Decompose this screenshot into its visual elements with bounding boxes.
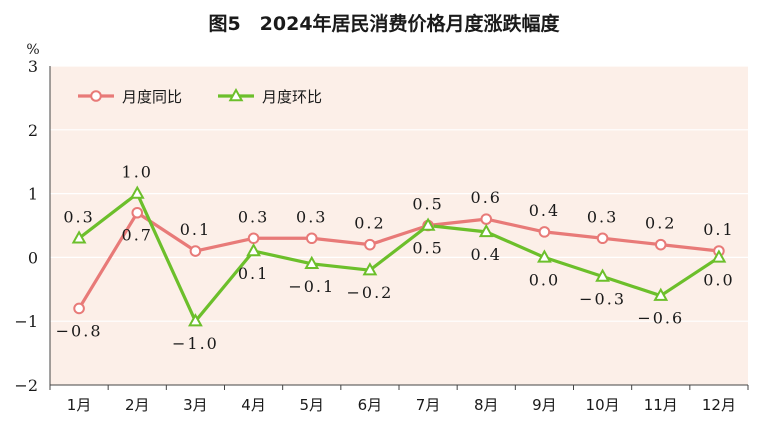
data-label: 0.3 [296,207,327,226]
x-tick-label: 5月 [299,396,324,414]
y-tick-label: 0 [28,248,38,267]
data-point-circle [538,226,551,238]
x-tick-label: 9月 [532,396,557,414]
y-tick-label: −2 [14,376,38,395]
y-tick-label: 2 [28,121,38,140]
data-point-triangle [71,230,87,244]
series-line-mom [78,192,720,323]
data-label: 0.2 [645,214,676,233]
data-point-triangle [228,87,244,102]
data-point-triangle [653,287,669,301]
plot-area [50,66,748,385]
y-tick-label: 1 [28,185,38,204]
data-label: 0.5 [412,239,443,258]
data-label: 0.4 [529,201,560,220]
y-axis-unit-label: % [26,42,39,58]
data-point-triangle [246,242,261,257]
data-label: 0.2 [354,214,385,233]
x-axis-ticks: 1月 2月 3月 4月 5月 6月 7月 8月 9月 10月 11月 12月 [49,385,749,414]
data-label: 0.7 [122,226,153,245]
legend-label: 月度环比 [262,88,322,106]
data-label: −0.2 [346,283,393,302]
legend: 月度同比 月度环比 [78,87,322,106]
data-point-triangle [711,249,727,263]
x-tick-label: 12月 [702,396,736,414]
data-label: 0.1 [180,220,211,239]
data-label: −0.8 [56,321,103,340]
data-label: −0.1 [288,277,335,296]
x-tick-label: 8月 [474,396,499,414]
data-label: 0.3 [63,207,94,226]
series-line-yoy [77,211,720,310]
data-label: −0.3 [579,290,626,309]
data-point-circle [596,232,609,245]
data-label: 0.3 [587,207,618,226]
data-point-circle [480,213,493,225]
data-point-triangle [362,262,378,276]
x-tick-label: 3月 [183,396,208,414]
data-point-triangle [129,185,145,199]
data-point-circle [247,232,260,245]
legend-label: 月度同比 [122,88,182,106]
data-label: 0.4 [471,245,502,264]
chart-title: 图5 2024年居民消费价格月度涨跌幅度 [208,12,560,35]
data-point-triangle [188,313,203,327]
data-point-circle [305,232,318,245]
x-tick-label: 6月 [358,396,383,414]
data-point-triangle [304,255,320,269]
x-tick-label: 10月 [586,396,620,414]
data-label: 0.0 [703,270,734,289]
data-point-circle [73,302,85,315]
x-tick-label: 1月 [67,396,92,414]
data-label: 1.0 [122,163,153,182]
data-point-circle [364,238,376,251]
series-lines [71,185,727,327]
x-tick-label: 11月 [644,396,678,414]
data-point-triangle [537,249,552,263]
data-point-triangle [478,223,494,238]
x-tick-label: 2月 [125,396,150,414]
x-tick-label: 4月 [241,396,266,414]
y-tick-label: −1 [14,312,38,331]
x-tick-label: 7月 [416,396,441,414]
data-label: 0.3 [238,207,269,226]
data-label: 0.1 [703,220,734,239]
data-label: 0.1 [238,264,269,283]
data-point-triangle [420,217,436,231]
y-tick-label: 3 [28,57,38,76]
data-point-circle [189,245,202,257]
data-label: 0.6 [471,188,502,207]
data-labels: −0.8 0.3 0.7 1.0 0.1 −1.0 0.3 0.1 0.3 −0.1 0.2 −0.2… [56,163,734,354]
data-point-circle [131,206,144,219]
data-label: −1.0 [172,334,219,353]
data-point-circle [90,90,102,102]
data-label: 0.0 [529,270,560,289]
data-point-circle [654,238,667,251]
data-point-triangle [595,268,610,282]
y-axis-ticks: 3 2 1 0 −1 −2 [14,57,38,395]
data-label: 0.5 [412,195,443,214]
data-label: −0.6 [637,309,684,328]
